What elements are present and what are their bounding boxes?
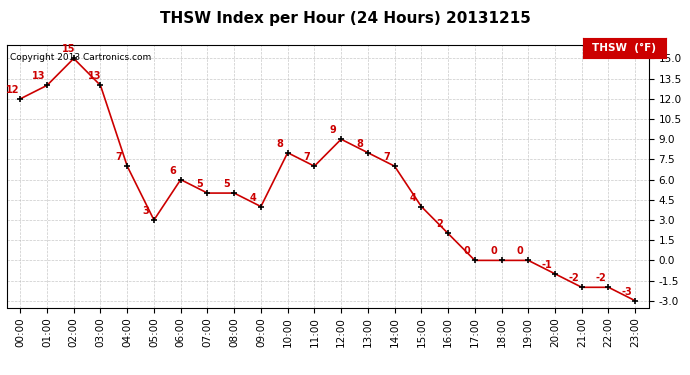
Text: 4: 4 <box>250 192 256 202</box>
Text: -1: -1 <box>542 260 553 270</box>
Text: 7: 7 <box>116 152 123 162</box>
Text: -2: -2 <box>595 273 606 283</box>
Text: 12: 12 <box>6 85 19 95</box>
Text: 0: 0 <box>490 246 497 256</box>
Text: 3: 3 <box>143 206 149 216</box>
Text: -3: -3 <box>622 287 633 297</box>
Text: 7: 7 <box>383 152 390 162</box>
Text: 8: 8 <box>357 139 363 148</box>
Text: 13: 13 <box>88 71 102 81</box>
Text: THSW  (°F): THSW (°F) <box>593 43 656 53</box>
Text: 7: 7 <box>303 152 310 162</box>
Text: 0: 0 <box>517 246 524 256</box>
Text: THSW Index per Hour (24 Hours) 20131215: THSW Index per Hour (24 Hours) 20131215 <box>159 11 531 26</box>
Text: 13: 13 <box>32 71 46 81</box>
Text: 8: 8 <box>276 139 283 148</box>
Text: 5: 5 <box>196 179 203 189</box>
Text: 4: 4 <box>410 192 417 202</box>
Text: -2: -2 <box>569 273 579 283</box>
Text: Copyright 2013 Cartronics.com: Copyright 2013 Cartronics.com <box>10 53 151 62</box>
Text: 0: 0 <box>464 246 470 256</box>
Text: 5: 5 <box>223 179 230 189</box>
Text: 6: 6 <box>169 166 176 176</box>
Text: 2: 2 <box>437 219 444 230</box>
Text: 15: 15 <box>61 44 75 54</box>
Text: 9: 9 <box>330 125 337 135</box>
